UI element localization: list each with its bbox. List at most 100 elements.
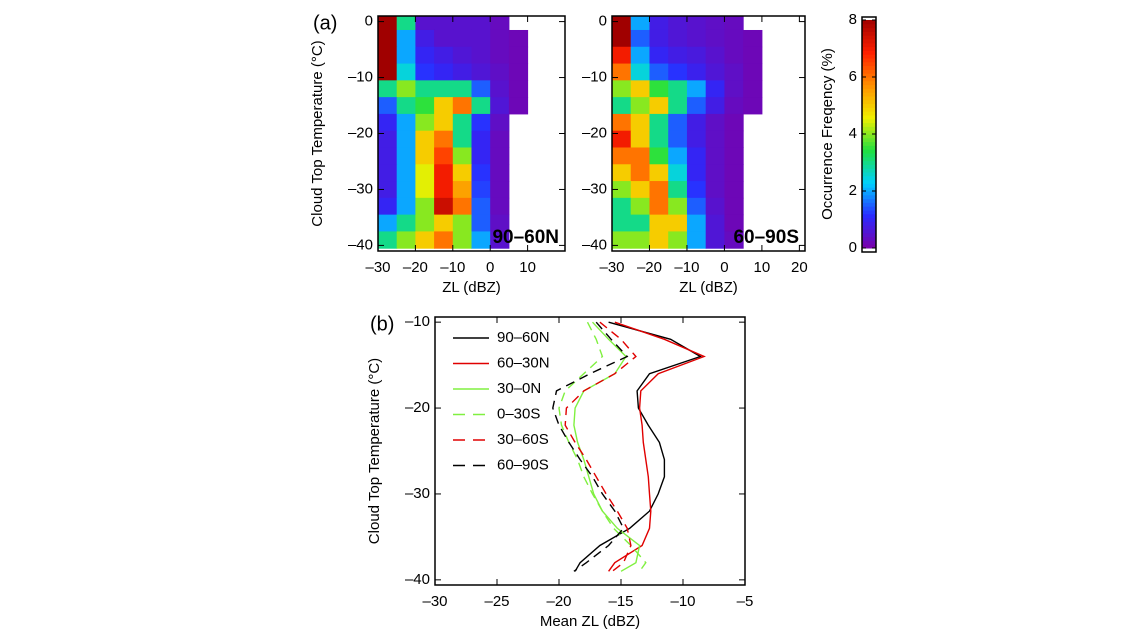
heatmap-cell <box>649 164 669 182</box>
heatmap-cell <box>705 113 725 132</box>
heatmap-cell <box>434 97 454 115</box>
heatmap-cell <box>378 147 398 165</box>
colorbar-swatch <box>862 206 876 211</box>
colorbar-swatch <box>862 69 876 74</box>
heatmap-cell <box>668 29 688 48</box>
legend-label: 90–60N <box>497 329 550 346</box>
heatmap-cell <box>434 63 454 81</box>
heatmap-cell <box>490 147 510 165</box>
colorbar-swatch <box>862 156 876 162</box>
heatmap-cell <box>743 80 763 98</box>
heatmap-cell <box>743 97 763 115</box>
heatmap-cell <box>471 130 491 148</box>
heatmap-cell <box>724 80 744 98</box>
heatmap-cell <box>490 16 510 31</box>
heatmap-cell <box>612 46 632 65</box>
heatmap-cell <box>434 231 454 249</box>
heatmap-cell <box>612 16 632 31</box>
colorbar-swatch <box>862 145 876 150</box>
heatmap-cell <box>630 29 650 48</box>
heatmap-cell <box>415 16 435 31</box>
heatmap-cell <box>396 29 416 48</box>
colorbar-swatch <box>862 118 876 124</box>
heatmap-cell <box>705 97 725 115</box>
heatmap-cell <box>434 16 454 31</box>
colorbar-swatch <box>862 96 876 101</box>
heatmap-cell <box>705 29 725 48</box>
heatmap-cell <box>415 63 435 81</box>
heatmap-cell <box>649 197 669 216</box>
heatmap-cell <box>724 197 744 216</box>
colorbar-swatch <box>862 217 876 222</box>
y-tick-label: –40 <box>348 236 373 253</box>
heatmap-cell <box>396 164 416 182</box>
heatmap-cell <box>668 63 688 81</box>
colorbar-swatch <box>862 194 876 200</box>
colorbar-swatch <box>862 153 876 158</box>
heatmap-cell <box>378 29 398 48</box>
heatmap-cell <box>396 147 416 165</box>
heatmap-cell <box>415 214 435 232</box>
heatmap-cell <box>434 197 454 216</box>
heatmap-cell <box>415 46 435 65</box>
heatmap-cell <box>743 63 763 81</box>
heatmap-cells <box>378 16 529 249</box>
series-line <box>608 321 706 572</box>
x-axis-label: ZL (dBZ) <box>442 279 501 296</box>
colorbar-swatch <box>862 232 876 238</box>
region-label: 60–90S <box>733 227 799 248</box>
y-tick-label: –20 <box>582 124 607 141</box>
heatmap-cell <box>378 214 398 232</box>
heatmap-cell <box>724 29 744 48</box>
colorbar-tick-label: 4 <box>849 125 857 142</box>
heatmap-cell <box>378 63 398 81</box>
colorbar-swatch <box>862 58 876 63</box>
heatmap-cell <box>724 164 744 182</box>
heatmap-cell <box>434 164 454 182</box>
legend-label: 30–0N <box>497 380 541 397</box>
heatmap-cell <box>630 16 650 31</box>
x-tick-label: –20 <box>403 259 428 276</box>
heatmap-cell <box>686 231 707 249</box>
heatmap-cell <box>668 130 688 148</box>
y-tick-label: –40 <box>405 571 430 588</box>
colorbar-swatch <box>862 213 876 219</box>
y-tick-label: 0 <box>365 13 373 30</box>
colorbar-swatch <box>862 88 876 93</box>
heatmap-cell <box>686 130 707 148</box>
heatmap-cell <box>612 181 632 199</box>
series-line <box>552 321 629 572</box>
legend-label: 0–30S <box>497 405 540 422</box>
colorbar-swatch <box>862 80 876 86</box>
colorbar-label: Occurrence Freqency (%) <box>819 48 836 220</box>
heatmap-cell <box>396 214 416 232</box>
heatmap-cell <box>434 130 454 148</box>
heatmap-cell <box>471 214 491 232</box>
heatmap-cell <box>724 113 744 132</box>
heatmap-cell <box>649 16 669 31</box>
heatmap-cell <box>724 181 744 199</box>
heatmap-cell <box>415 231 435 249</box>
lines <box>552 321 706 572</box>
heatmap-cell <box>396 46 416 65</box>
heatmap-cell <box>434 29 454 48</box>
heatmap-cell <box>668 46 688 65</box>
heatmap-cell <box>396 97 416 115</box>
heatmap-cell <box>396 130 416 148</box>
heatmap-cell <box>705 16 725 31</box>
heatmap-cell <box>415 80 435 98</box>
heatmap-cell <box>649 214 669 232</box>
y-tick-label: –30 <box>348 180 373 197</box>
heatmap-cell <box>378 46 398 65</box>
heatmap-cell <box>415 197 435 216</box>
heatmap-cell <box>686 181 707 199</box>
y-tick-label: –30 <box>582 180 607 197</box>
heatmap-cell <box>434 181 454 199</box>
heatmap-cell <box>452 16 472 31</box>
heatmap-cell <box>630 147 650 165</box>
colorbar-swatch <box>862 198 876 203</box>
heatmap-cell <box>686 147 707 165</box>
y-tick-label: –10 <box>405 313 430 330</box>
heatmap-cell <box>668 231 688 249</box>
x-axis-label: ZL (dBZ) <box>679 279 738 296</box>
